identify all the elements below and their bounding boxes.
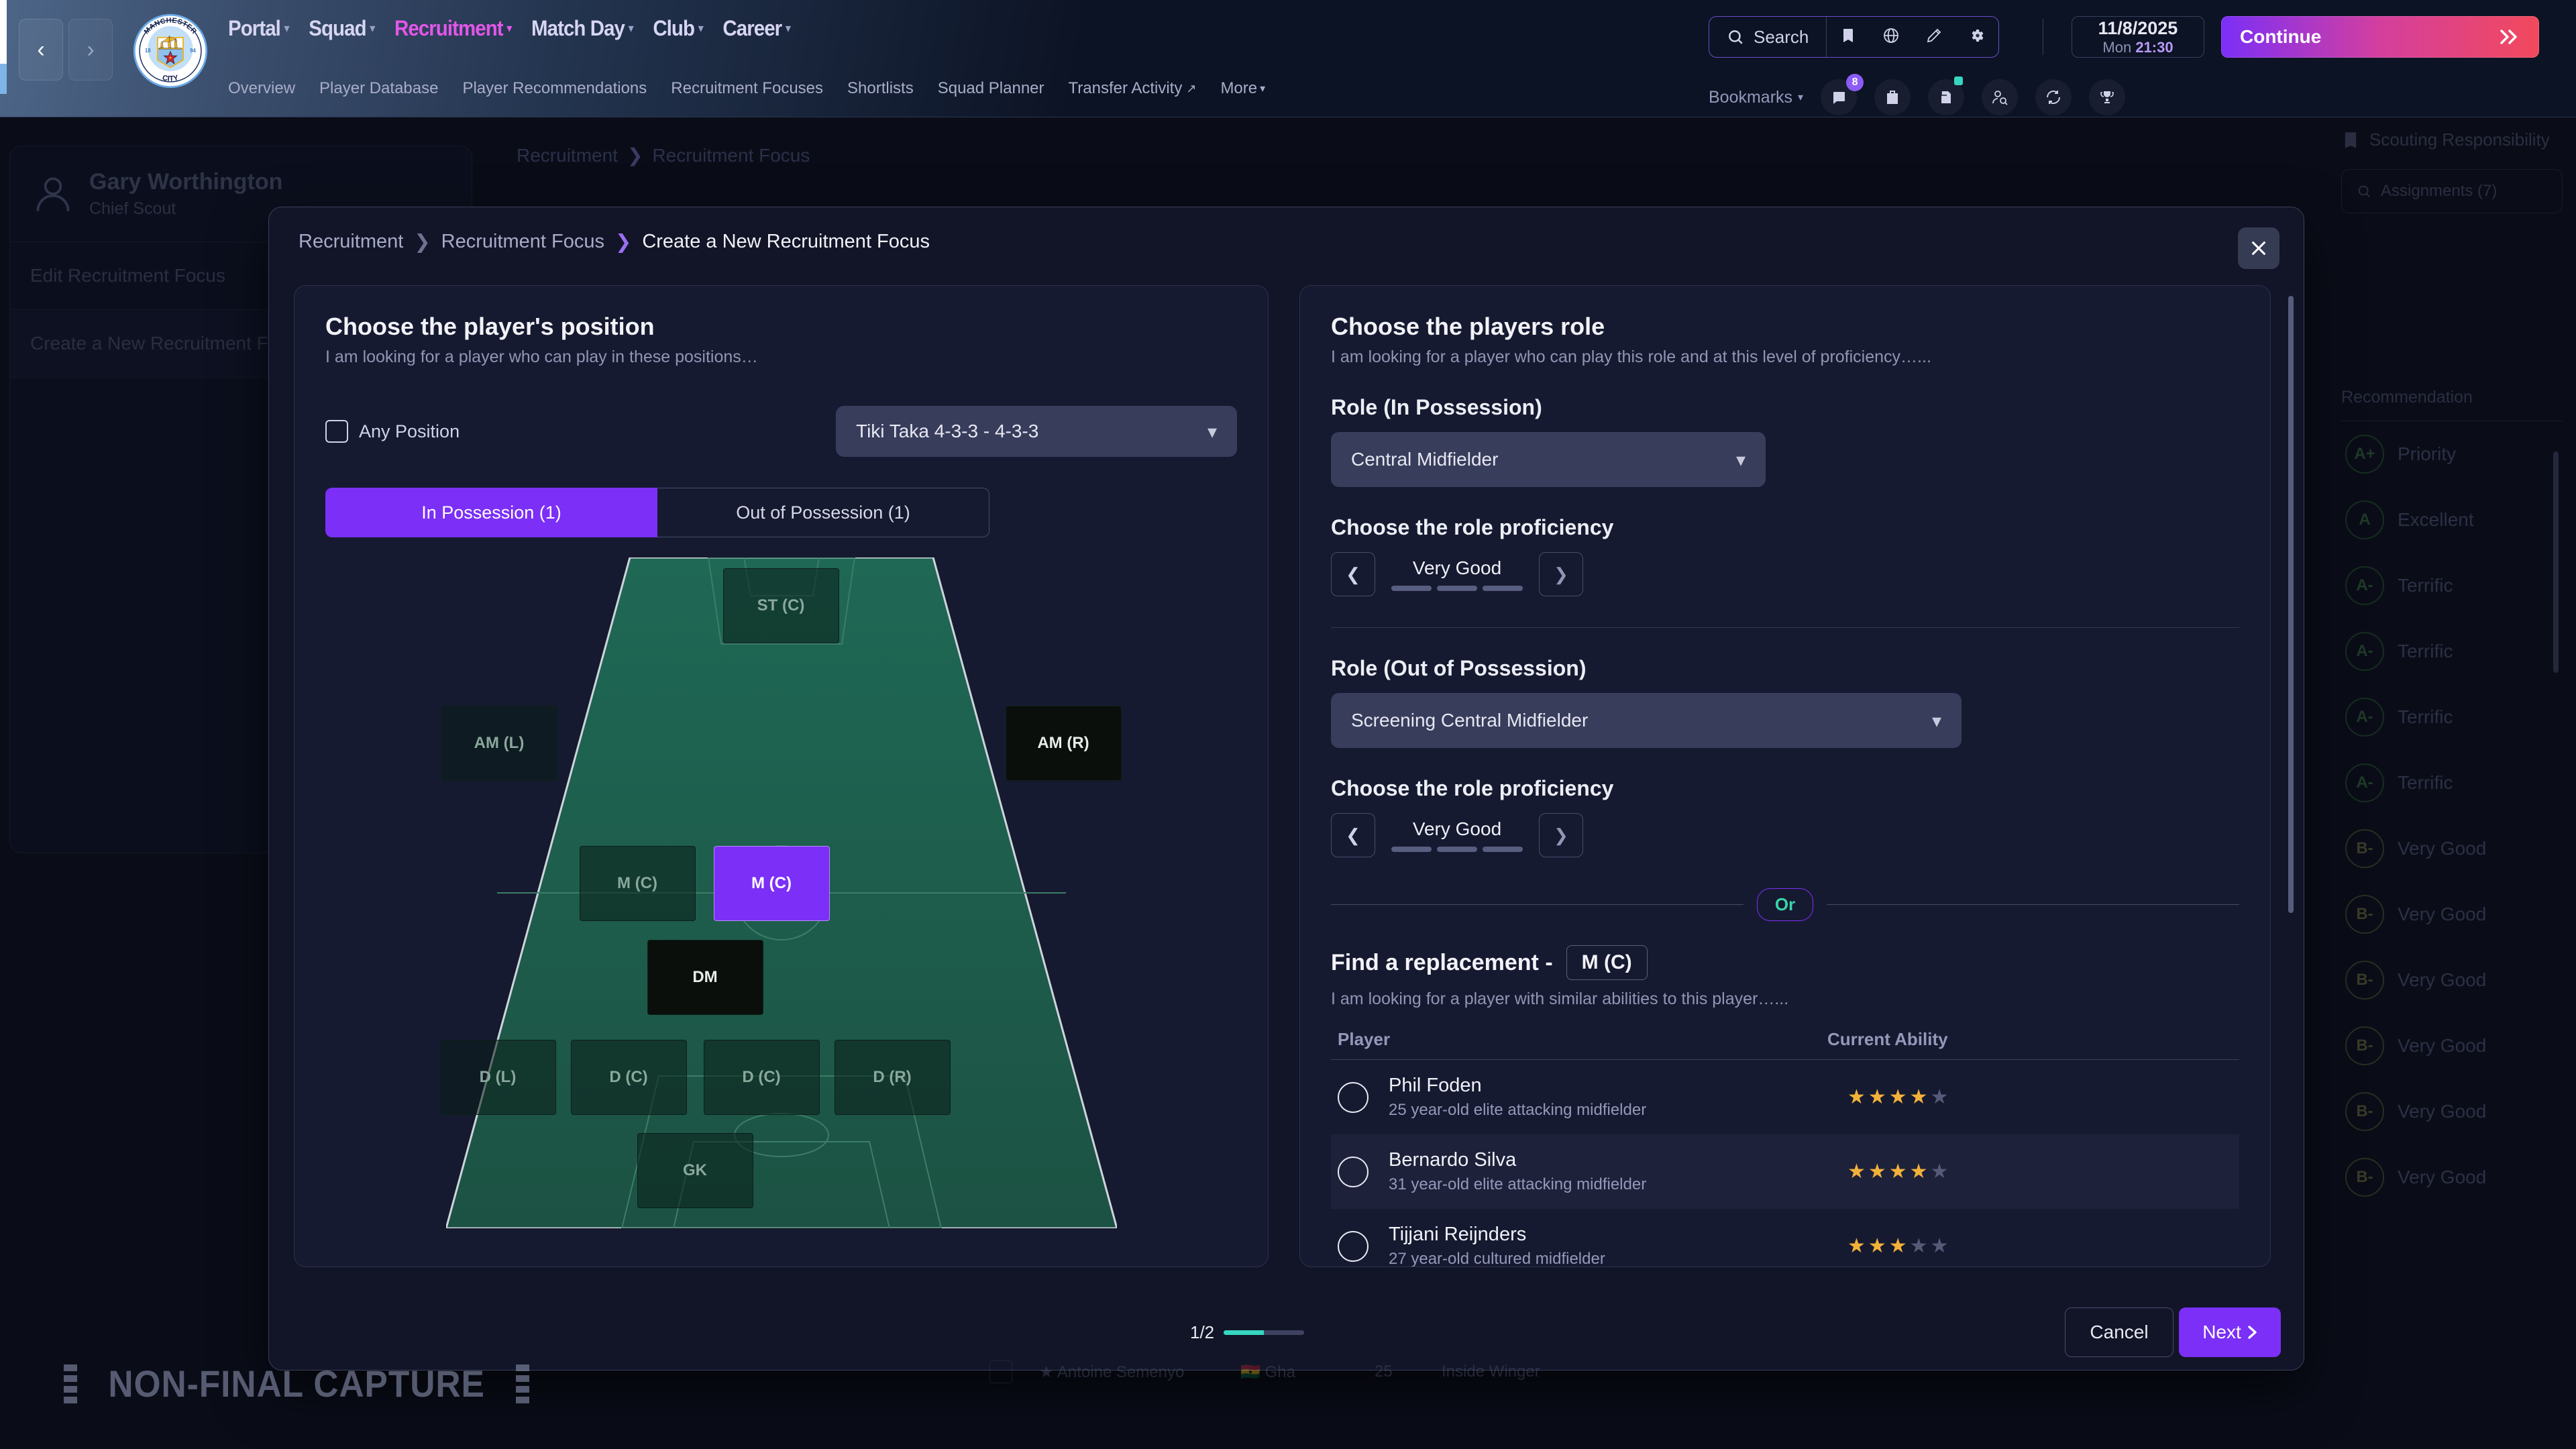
svg-text:94: 94	[190, 48, 196, 54]
svg-text:CITY: CITY	[162, 74, 180, 83]
svg-text:18: 18	[145, 48, 151, 54]
